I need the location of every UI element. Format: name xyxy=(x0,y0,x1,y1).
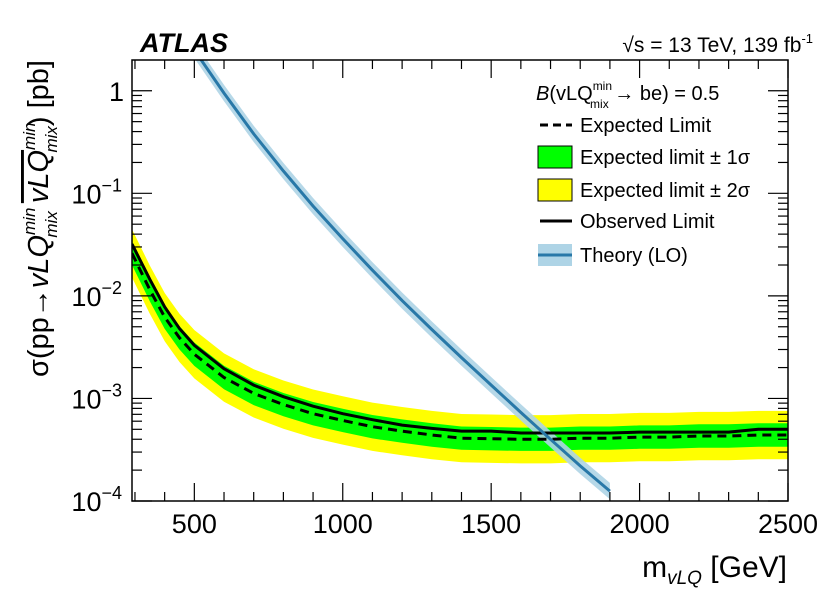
legend-expected-label: Expected Limit xyxy=(580,115,712,137)
legend-2sigma-swatch xyxy=(537,178,573,202)
x-tick-label: 2000 xyxy=(610,509,670,539)
y-tick-label: 10−3 xyxy=(71,380,122,414)
y-tick-label: 10−1 xyxy=(71,175,122,209)
legend: B(vLQmin mix → be) = 0.5 Expected Limit E… xyxy=(536,79,751,267)
x-tick-label: 500 xyxy=(172,509,217,539)
y-tick-label: 10−2 xyxy=(71,278,122,312)
plot-frame xyxy=(131,59,789,502)
x-tick-label: 2500 xyxy=(758,509,818,539)
legend-2sigma-label: Expected limit ± 2σ xyxy=(580,180,751,202)
observed-limit-line xyxy=(132,243,788,435)
legend-1sigma-swatch xyxy=(537,145,573,169)
atlas-label: ATLAS xyxy=(139,28,228,58)
legend-observed-label: Observed Limit xyxy=(580,211,715,233)
x-tick-label: 1500 xyxy=(461,509,521,539)
y-tick-label: 10−4 xyxy=(71,483,122,517)
expected-limit-line xyxy=(132,252,788,441)
axis-ticks xyxy=(132,60,789,502)
x-axis-label: mvLQ [GeV] xyxy=(642,551,787,589)
y-tick-label: 1 xyxy=(109,77,124,107)
legend-header: B(vLQmin mix → be) = 0.5 xyxy=(536,79,719,111)
theory-line xyxy=(199,60,611,493)
x-tick-label: 1000 xyxy=(313,509,373,539)
y-axis-label: σ(pp→vLQmin mixvLQmin mix) [pb] xyxy=(20,60,61,377)
legend-theory-label: Theory (LO) xyxy=(580,245,688,267)
axis-tick-labels: 500 1000 1500 2000 2500 1 10−1 10−2 10−3 10−4 xyxy=(71,77,818,539)
legend-1sigma-label: Expected limit ± 1σ xyxy=(580,147,751,169)
expected-1sigma-band xyxy=(132,241,788,451)
energy-label: √s = 13 TeV, 139 fb-1 xyxy=(622,31,813,57)
